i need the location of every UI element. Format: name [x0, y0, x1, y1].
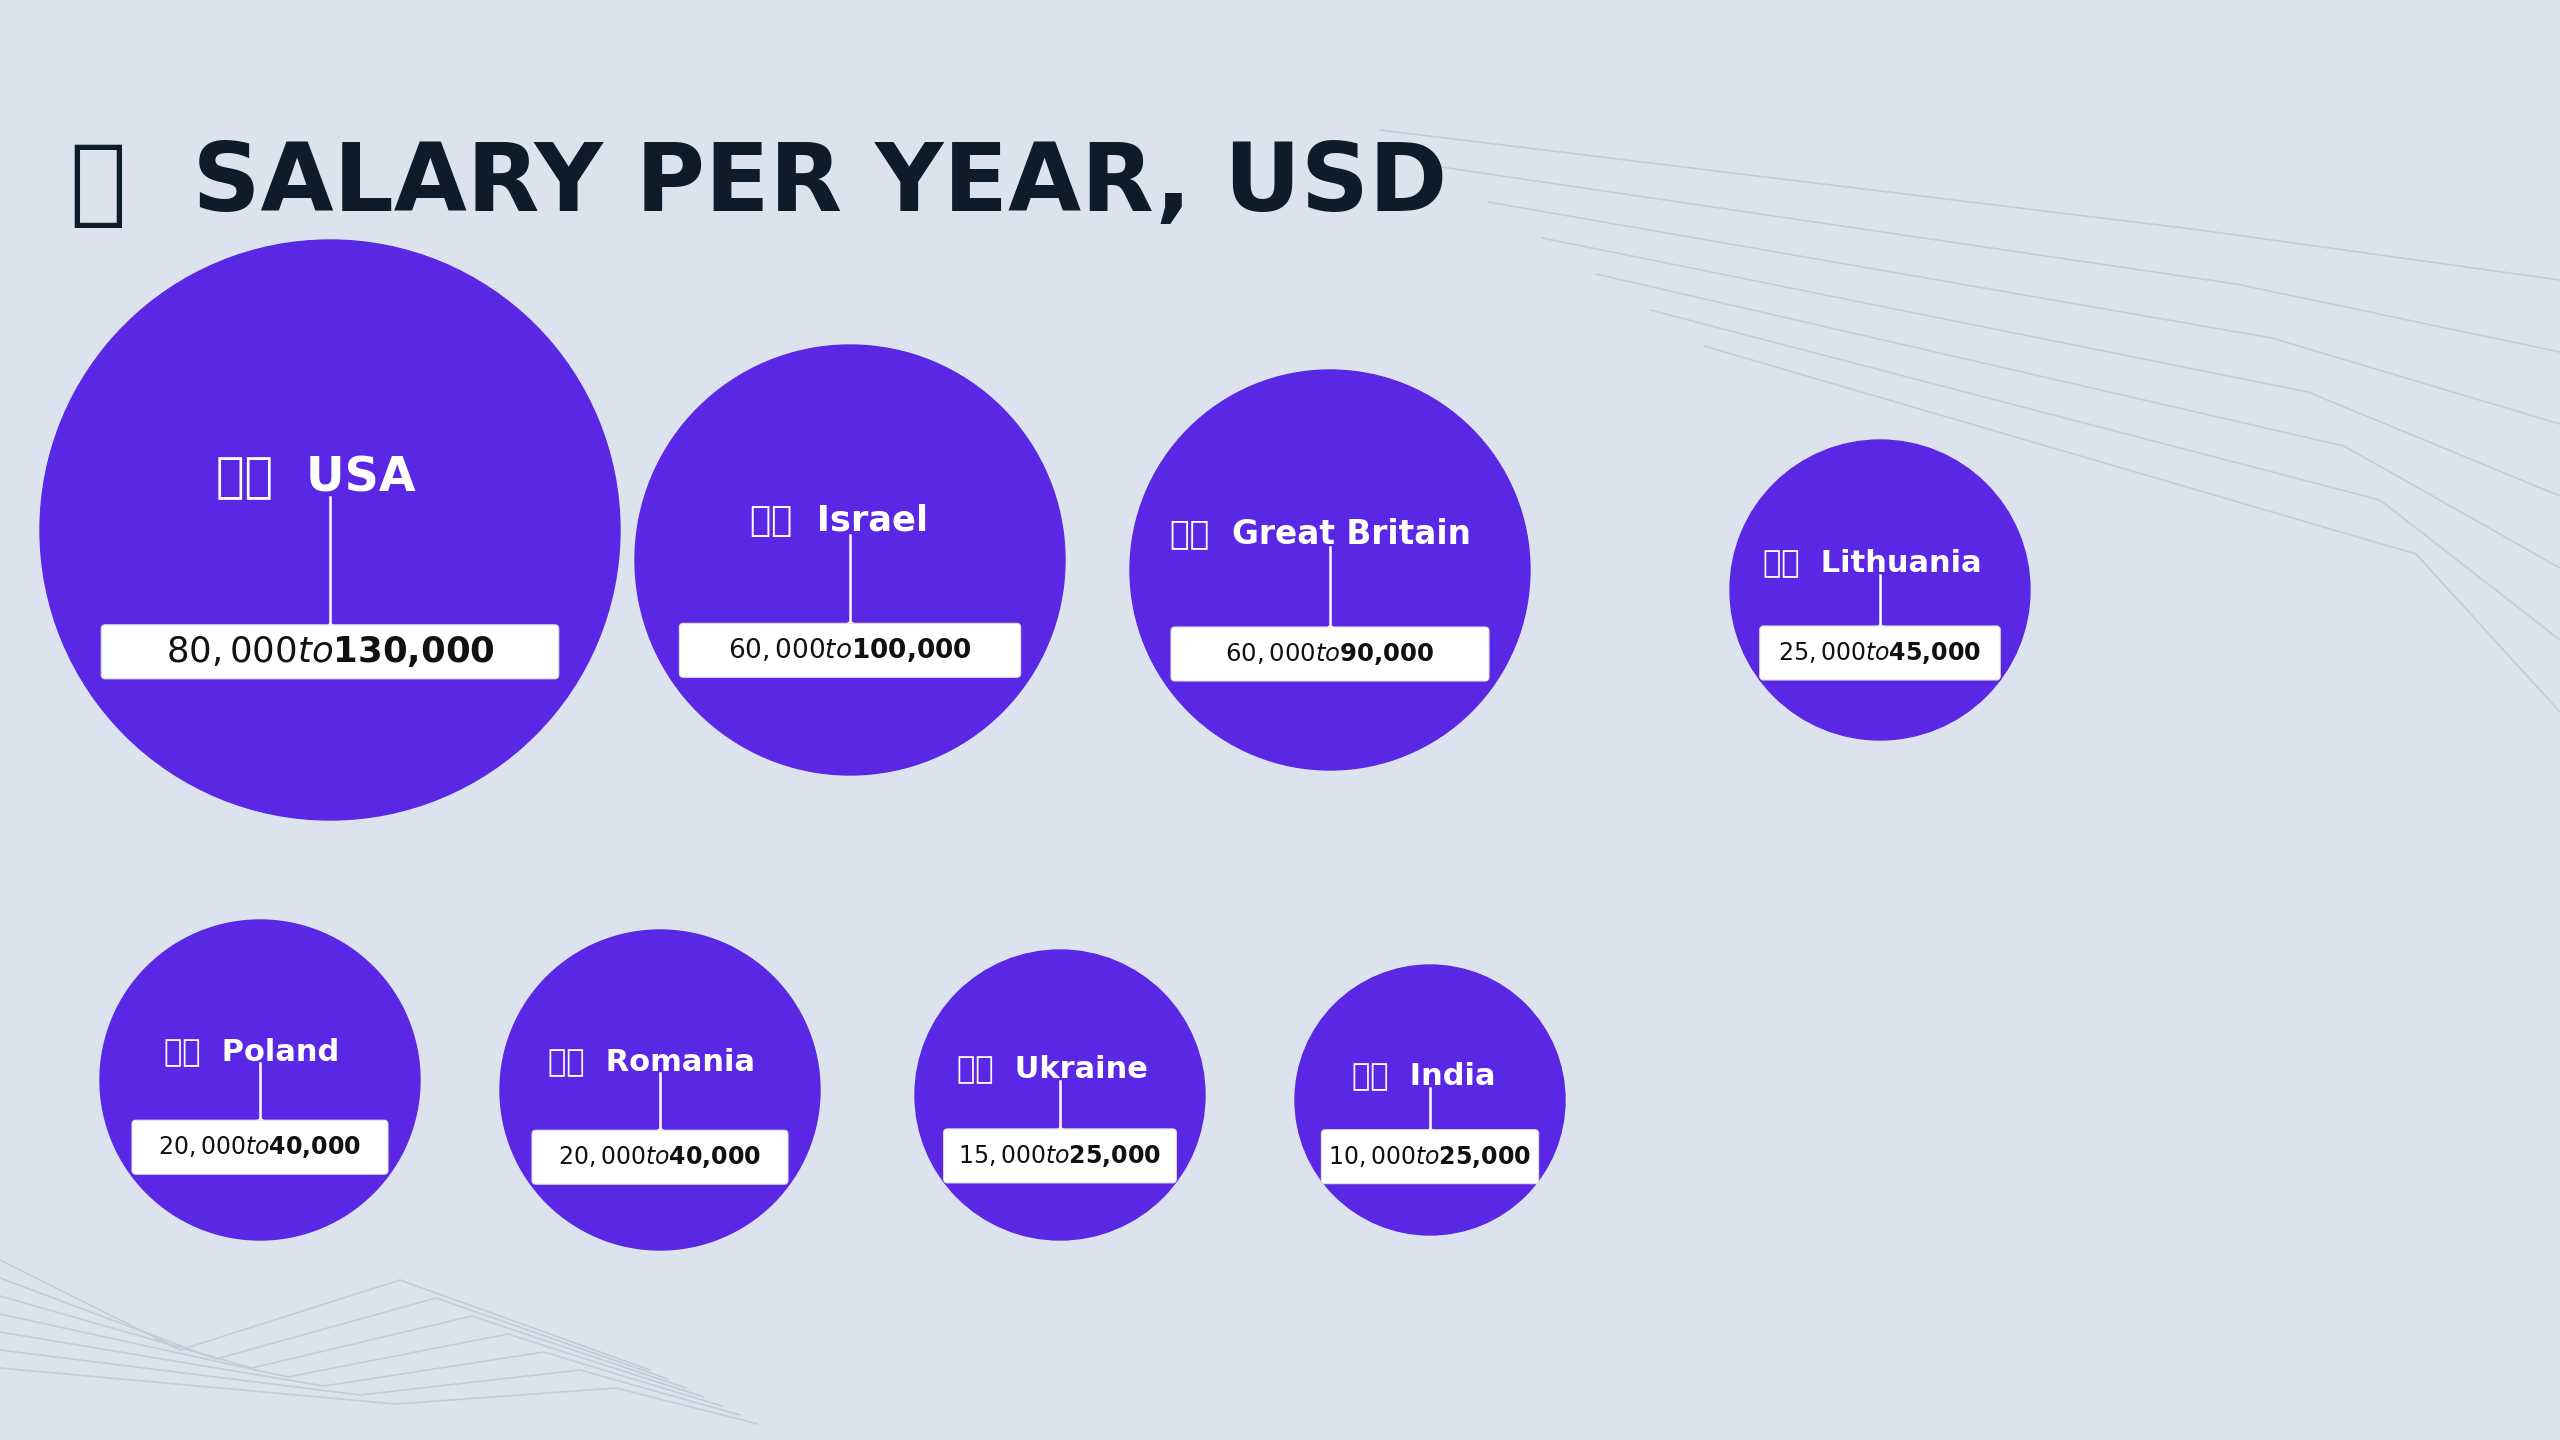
- FancyBboxPatch shape: [945, 1129, 1178, 1182]
- Text: $15,000 to $25,000: $15,000 to $25,000: [957, 1143, 1162, 1169]
- Circle shape: [499, 930, 819, 1250]
- Text: 🇬🇧  Great Britain: 🇬🇧 Great Britain: [1170, 517, 1469, 550]
- Circle shape: [914, 950, 1206, 1240]
- Text: 🇮🇱  Israel: 🇮🇱 Israel: [750, 504, 929, 539]
- Text: $60,000 to $90,000: $60,000 to $90,000: [1226, 641, 1434, 667]
- Circle shape: [1129, 370, 1531, 770]
- FancyBboxPatch shape: [1759, 626, 1999, 680]
- Text: $20,000 to $40,000: $20,000 to $40,000: [159, 1135, 361, 1161]
- Text: 🇮🇳  India: 🇮🇳 India: [1352, 1061, 1495, 1090]
- FancyBboxPatch shape: [1321, 1130, 1539, 1184]
- FancyBboxPatch shape: [133, 1120, 389, 1174]
- FancyBboxPatch shape: [532, 1130, 788, 1184]
- Text: $80,000 to $130,000: $80,000 to $130,000: [166, 634, 494, 670]
- Text: 🇷🇴  Romania: 🇷🇴 Romania: [548, 1047, 755, 1076]
- Text: $10,000 to $25,000: $10,000 to $25,000: [1329, 1143, 1531, 1169]
- Circle shape: [100, 920, 420, 1240]
- Circle shape: [635, 346, 1065, 775]
- Text: $20,000 to $40,000: $20,000 to $40,000: [558, 1145, 760, 1171]
- Text: 🇱🇹  Lithuania: 🇱🇹 Lithuania: [1764, 549, 1981, 577]
- FancyBboxPatch shape: [678, 624, 1021, 677]
- Circle shape: [1295, 965, 1564, 1236]
- Text: $25,000 to $45,000: $25,000 to $45,000: [1779, 639, 1981, 665]
- Text: 🇺🇦  Ukraine: 🇺🇦 Ukraine: [957, 1054, 1149, 1083]
- Text: 🇺🇸  USA: 🇺🇸 USA: [215, 454, 415, 501]
- Text: $60,000 to $100,000: $60,000 to $100,000: [727, 636, 973, 664]
- FancyBboxPatch shape: [1170, 626, 1490, 681]
- FancyBboxPatch shape: [102, 625, 558, 678]
- Circle shape: [41, 240, 620, 819]
- Text: 🇵🇱  Poland: 🇵🇱 Poland: [164, 1037, 340, 1066]
- Circle shape: [1731, 441, 2030, 740]
- Text: 💸  SALARY PER YEAR, USD: 💸 SALARY PER YEAR, USD: [69, 140, 1446, 230]
